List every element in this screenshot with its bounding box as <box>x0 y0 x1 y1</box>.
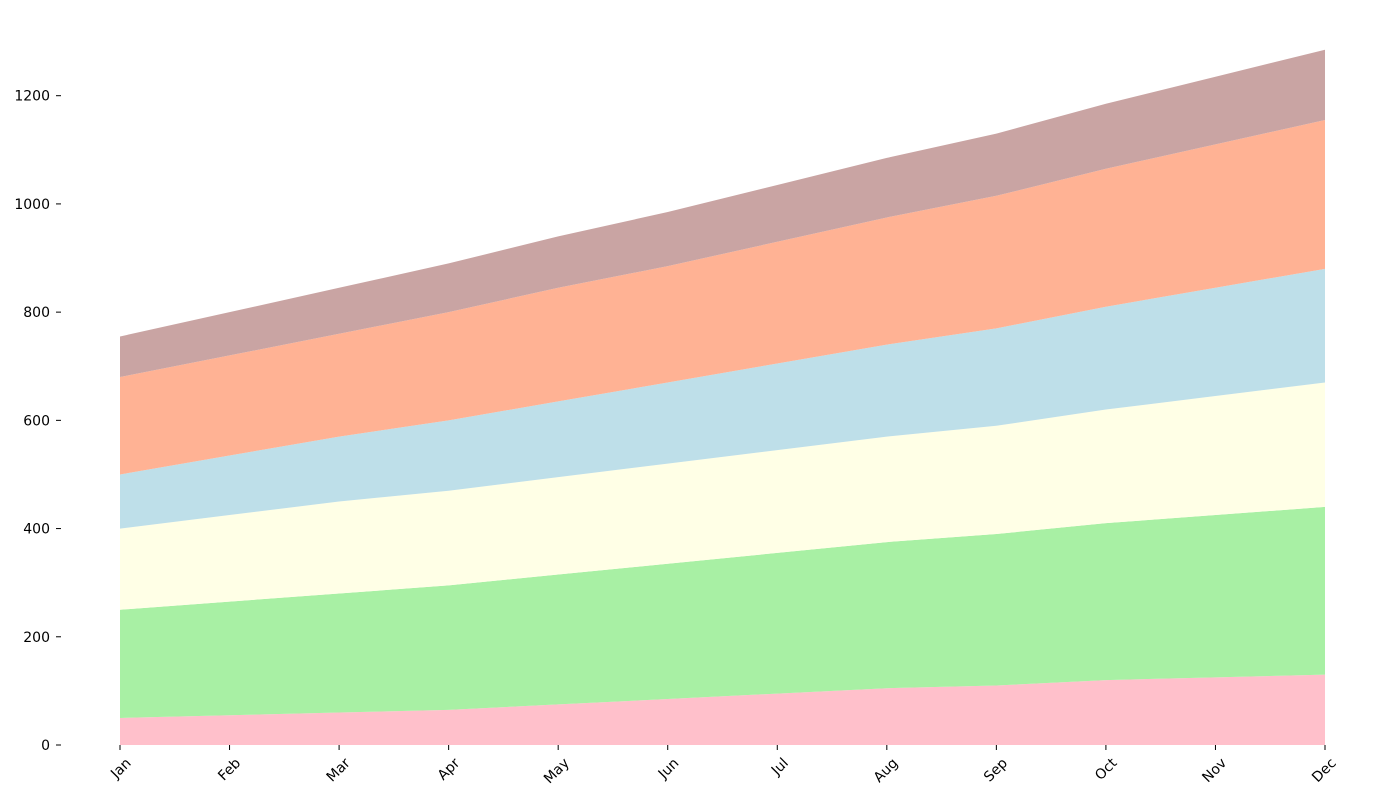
y-axis: 0 200 400 600 800 1000 1200 <box>14 89 61 754</box>
x-tick-label: Nov <box>1199 755 1230 786</box>
y-tick-label: 1200 <box>14 89 50 105</box>
area-series-1 <box>120 674 1325 745</box>
y-tick-label: 800 <box>23 305 50 321</box>
x-tick-label: Dec <box>1309 755 1339 785</box>
y-tick-label: 600 <box>23 413 50 429</box>
y-tick-label: 400 <box>23 522 50 538</box>
x-tick-label: Jul <box>768 755 792 779</box>
area-series-3 <box>120 382 1325 610</box>
x-tick-label: Feb <box>215 755 244 784</box>
x-tick-label: Apr <box>435 755 464 784</box>
y-tick-label: 200 <box>23 630 50 646</box>
area-series-2 <box>120 506 1325 718</box>
y-tick-label: 1000 <box>14 197 50 213</box>
area-series-6 <box>120 49 1325 378</box>
x-tick-label: Jun <box>655 755 682 782</box>
x-tick-label: Mar <box>324 755 354 785</box>
area-series-5 <box>120 120 1325 475</box>
x-tick-label: Oct <box>1092 755 1121 784</box>
x-tick-label: May <box>541 755 573 787</box>
y-tick-label: 0 <box>41 738 50 754</box>
x-tick-label: Sep <box>981 755 1011 785</box>
x-axis: Jan Feb Mar Apr May Jun Jul Aug Sep Oct Nov Dec <box>107 745 1340 787</box>
area-series-layer <box>120 49 1325 745</box>
area-series-4 <box>120 268 1325 529</box>
x-tick-label: Aug <box>871 755 902 786</box>
x-tick-label: Jan <box>107 755 134 782</box>
